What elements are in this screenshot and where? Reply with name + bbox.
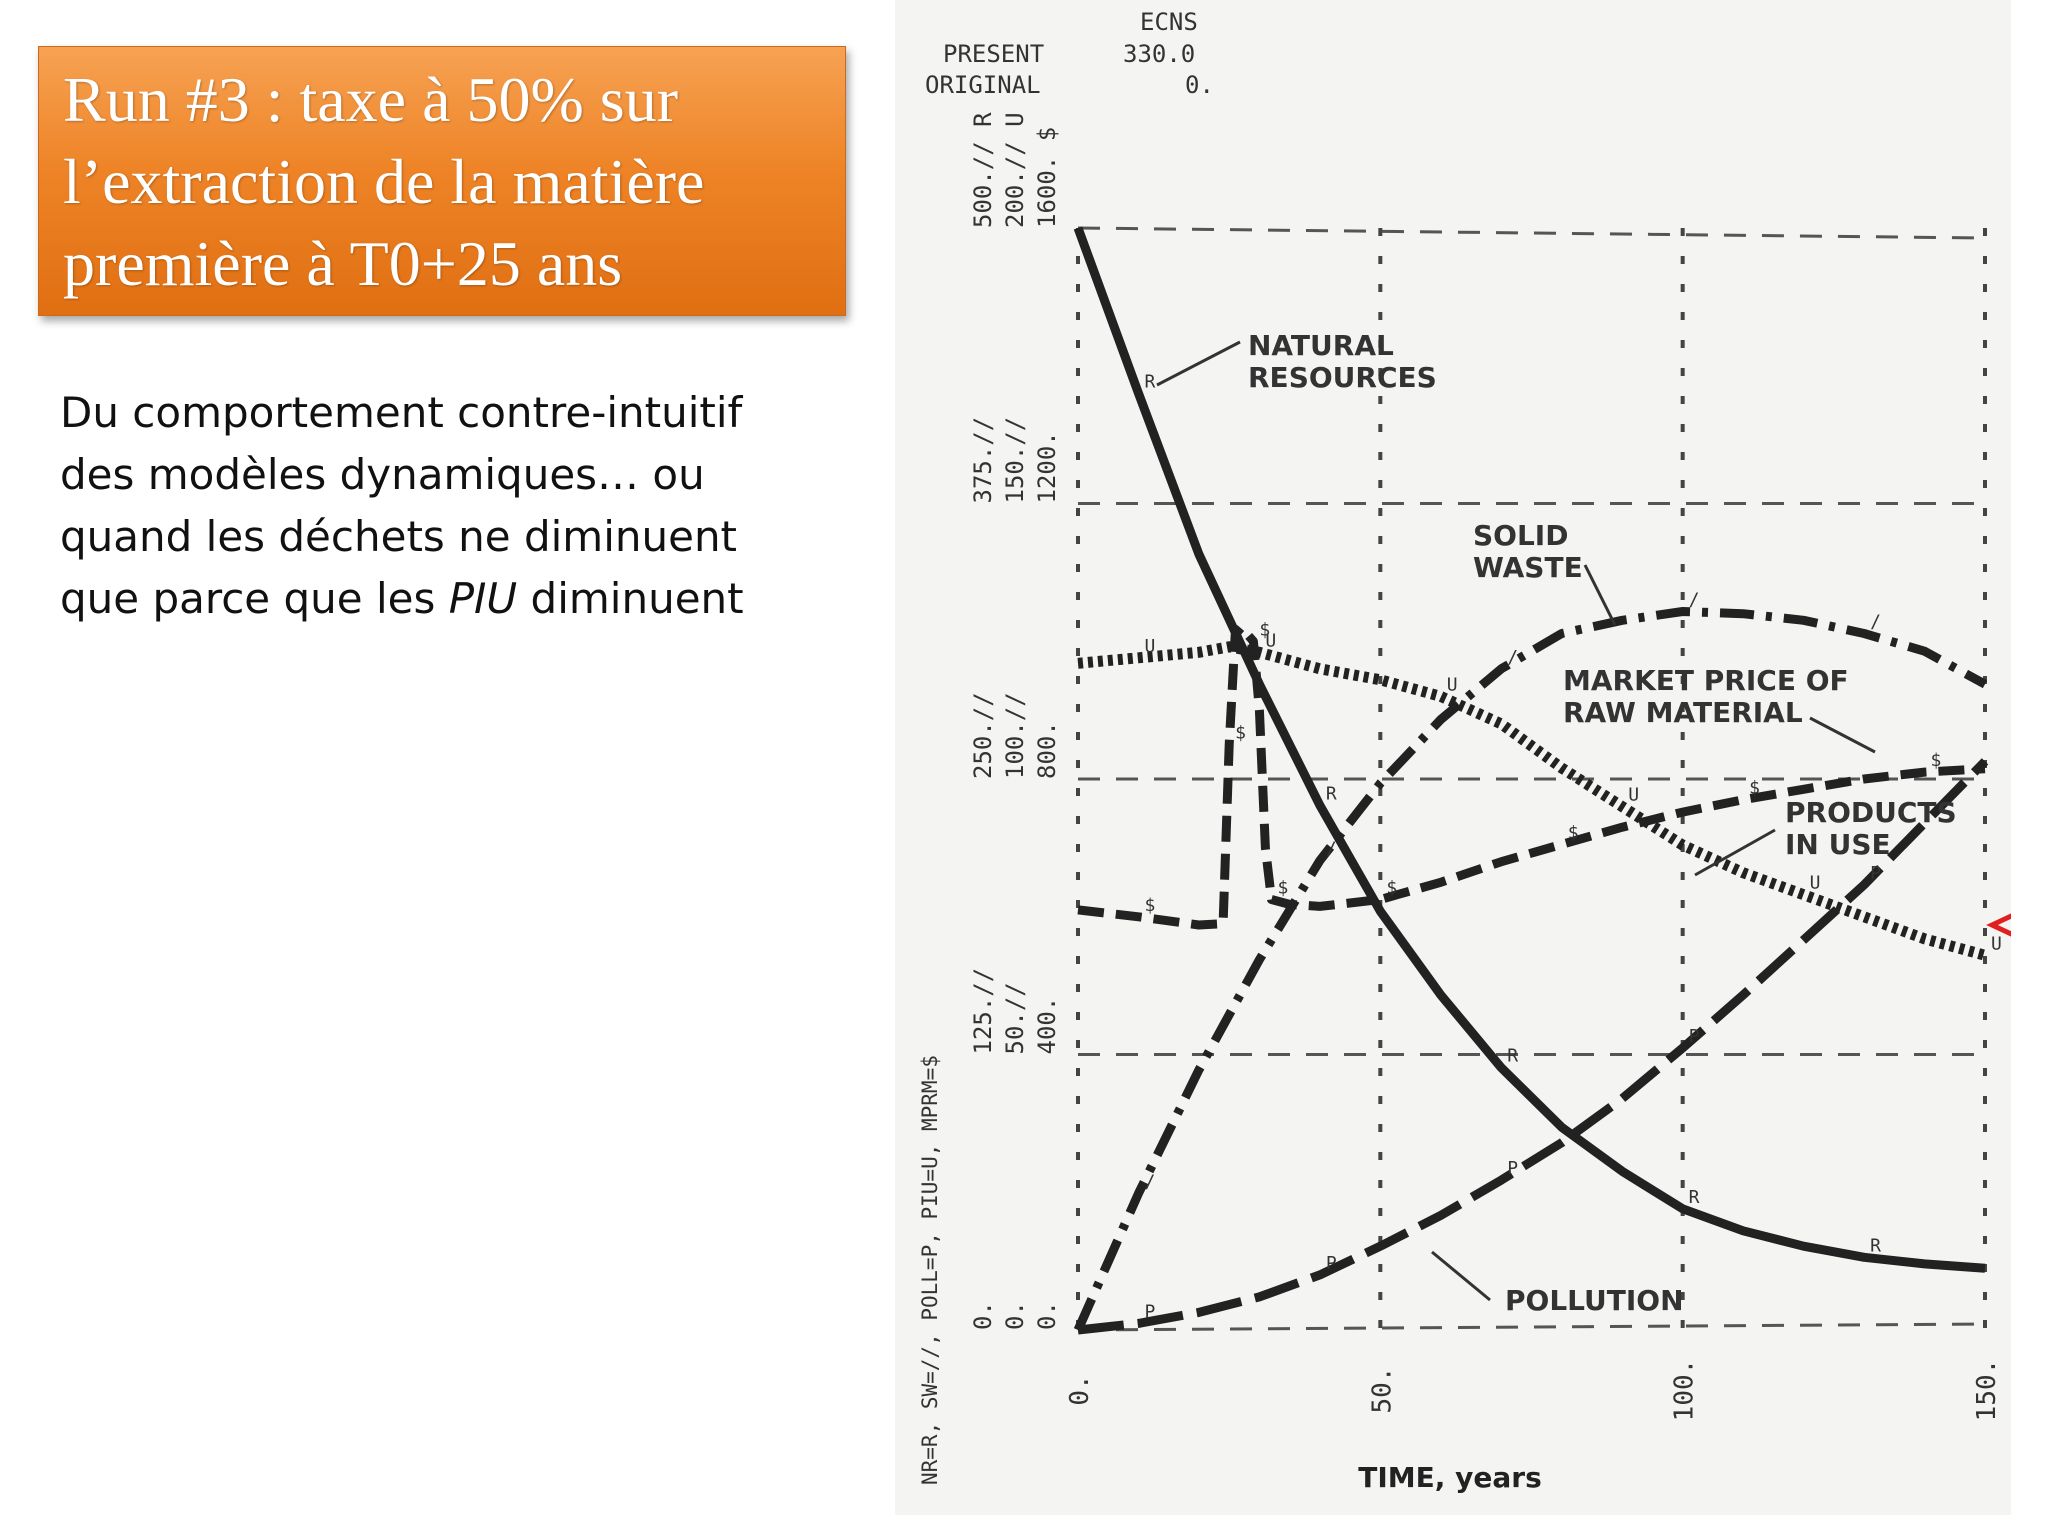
series-label-solid_waste: SOLID <box>1473 519 1568 552</box>
series-point-symbol: $ <box>1931 750 1942 771</box>
y-tick-label: 100.// <box>1001 692 1029 779</box>
body-text-end: diminuent <box>517 574 744 623</box>
series-point-symbol: R <box>1870 1235 1881 1256</box>
x-axis-label: TIME, years <box>1358 1461 1542 1494</box>
series-line-U <box>1077 641 1987 961</box>
header-ecns-label: ECNS <box>1140 8 1198 36</box>
series-point-symbol: P <box>1689 1026 1700 1047</box>
title-box: Run #3 : taxe à 50% sur l’extraction de l… <box>38 46 846 316</box>
series-label-pollution: POLLUTION <box>1505 1284 1684 1317</box>
y-tick-label: 1200. <box>1033 431 1061 503</box>
series-point-symbol: U <box>1628 785 1639 806</box>
series-line-P <box>1077 758 1989 1335</box>
series-label-natural_resources: RESOURCES <box>1248 361 1437 394</box>
series-point-symbol: U <box>1810 873 1821 894</box>
slide-title: Run #3 : taxe à 50% sur l’extraction de l… <box>63 59 827 305</box>
grid-line-bottom <box>1077 1322 1986 1332</box>
y-tick-label: 125.// <box>969 968 997 1055</box>
series-point-symbol: $ <box>1386 878 1397 899</box>
series-point-symbol: / <box>1507 647 1518 668</box>
series-point-symbol: $ <box>1749 778 1760 799</box>
x-tick-label: 150. <box>1972 1359 2002 1422</box>
header-original-value: 0. <box>1185 71 1214 99</box>
slide-title-line: l’extraction de la matière <box>63 146 705 217</box>
y-tick-label: 800. <box>1033 721 1061 779</box>
series-point-symbol: $ <box>1259 619 1270 640</box>
products-in-use-arrow <box>1694 828 1776 877</box>
header-present-value: 330.0 <box>1123 40 1195 68</box>
body-text-main: Du comportement contre-intuitif des modè… <box>60 388 743 623</box>
y-tick-label: 250.// <box>969 692 997 779</box>
series-point-symbol: P <box>1507 1158 1518 1179</box>
header-original-label: ORIGINAL <box>925 71 1041 99</box>
y-axis-label: NR=R, SW=//, POLL=P, PIU=U, MPRM=$ <box>918 1055 942 1485</box>
y-tick-label: 400. <box>1033 997 1061 1055</box>
y-tick-label: 50.// <box>1001 982 1029 1054</box>
x-tick-label: 50. <box>1367 1367 1397 1414</box>
series-point-symbol: U <box>1447 674 1458 695</box>
series-point-symbol: / <box>1144 1171 1155 1192</box>
slide-body-text: Du comportement contre-intuitif des modè… <box>60 382 820 630</box>
y-tick-label: 375.// <box>969 417 997 504</box>
series-lines <box>1073 226 1989 1335</box>
y-tick-label: 0. <box>1033 1301 1061 1330</box>
series-point-symbol: $ <box>1144 895 1155 916</box>
series-point-symbol: $ <box>1277 878 1288 899</box>
series-point-symbol: P <box>1870 863 1881 884</box>
x-tick-label: 100. <box>1670 1359 1700 1422</box>
slide-title-line: Run #3 : taxe à 50% sur <box>63 64 678 135</box>
series-label-market_price: MARKET PRICE OF <box>1563 664 1849 697</box>
series-point-symbol: P <box>1144 1301 1155 1322</box>
series-line-R <box>1073 226 1986 1273</box>
series-point-symbol: R <box>1689 1187 1700 1208</box>
series-label-products_in_use: IN USE <box>1785 828 1891 861</box>
series-label-products_in_use: PRODUCTS <box>1785 796 1957 829</box>
header-present-label: PRESENT <box>943 40 1044 68</box>
series-point-symbol: U <box>1265 630 1276 651</box>
market-price-arrow <box>1809 716 1876 754</box>
series-point-symbol: R <box>1326 783 1337 804</box>
y-tick-label: 0. <box>1001 1301 1029 1330</box>
slide-title-line: première à T0+25 ans <box>63 228 623 299</box>
red-triangle-marker <box>1986 913 2011 937</box>
y-tick-label: 150.// <box>1001 417 1029 504</box>
natural-resources-arrow <box>1156 340 1241 387</box>
pollution-arrow <box>1431 1250 1491 1302</box>
y-tick-label: 0. <box>969 1301 997 1330</box>
grid-line-top <box>1077 226 1986 240</box>
chart-scan: R R R R R / / / / / $ $ $ $ $ $ $ $ U U U U U U P P P P P ECNS PRESENT… <box>895 0 2011 1515</box>
series-label-solid_waste: WASTE <box>1473 551 1583 584</box>
x-tick-label: 0. <box>1065 1374 1095 1405</box>
y-tick-label: 500.// R <box>969 112 997 228</box>
series-label-market_price: RAW MATERIAL <box>1563 696 1803 729</box>
solid-waste-arrow <box>1583 564 1617 626</box>
series-point-symbol: $ <box>1235 723 1246 744</box>
series-point-symbol: / <box>1326 839 1337 860</box>
series-line-price <box>1077 623 1986 930</box>
series-point-symbol: R <box>1507 1046 1518 1067</box>
series-point-symbol: R <box>1144 371 1155 392</box>
series-point-symbol: U <box>1991 933 2002 954</box>
series-label-natural_resources: NATURAL <box>1248 329 1394 362</box>
body-text-emphasis: PIU <box>448 574 518 623</box>
series-line-sw <box>1073 607 1988 1332</box>
series-point-symbol: U <box>1144 636 1155 657</box>
series-point-symbol: / <box>1689 589 1700 610</box>
y-tick-label: 200.// U <box>1001 112 1029 228</box>
y-tick-label: 1600. $ <box>1033 127 1061 228</box>
series-point-symbol: $ <box>1568 822 1579 843</box>
series-point-symbol: P <box>1326 1253 1337 1274</box>
series-point-symbol: / <box>1870 612 1881 633</box>
